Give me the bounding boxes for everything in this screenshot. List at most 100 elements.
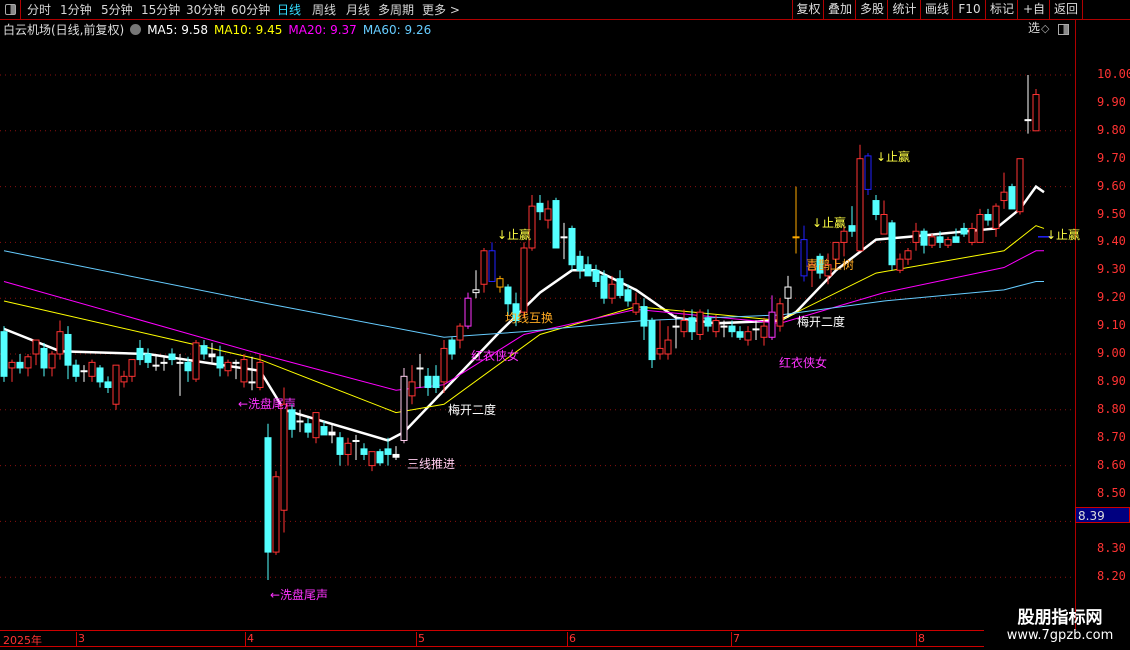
- candle: [216, 345, 224, 377]
- candle: [72, 359, 80, 382]
- period-tab-active[interactable]: 日线: [277, 3, 302, 17]
- candle: [328, 423, 336, 444]
- candle: [560, 222, 568, 260]
- candle-body: [568, 227, 576, 266]
- more-menu[interactable]: 更多 >: [422, 3, 460, 17]
- month-label: 6: [567, 632, 576, 646]
- candle: [352, 434, 360, 461]
- price-tick: 9.40: [1097, 234, 1126, 249]
- toolbar-button[interactable]: F10: [952, 0, 986, 19]
- candle: [880, 200, 888, 235]
- candle-body: [464, 297, 472, 327]
- candle-body: [48, 353, 56, 369]
- candle-body: [400, 375, 408, 441]
- candle-body: [296, 420, 304, 423]
- candle-body: [416, 367, 424, 370]
- candle-body: [544, 208, 552, 221]
- candle: [536, 194, 544, 221]
- candle: [288, 404, 296, 438]
- date-axis: 2025年 3 4 5 6 7 8: [0, 630, 984, 647]
- period-tab[interactable]: 60分钟: [231, 3, 271, 17]
- price-tick: 8.20: [1097, 569, 1126, 584]
- panel-toggle-button[interactable]: [0, 0, 21, 19]
- candle: [816, 253, 824, 279]
- toolbar-button[interactable]: 统计: [887, 0, 921, 19]
- candle: [888, 220, 896, 271]
- candle: [224, 359, 232, 377]
- month-label: 4: [245, 632, 254, 646]
- diamond-icon[interactable]: ◇: [1041, 22, 1050, 35]
- period-tab[interactable]: 15分钟: [141, 3, 181, 17]
- candle: [240, 354, 248, 388]
- candle: [928, 234, 936, 248]
- period-tab[interactable]: 5分钟: [101, 3, 133, 17]
- candle-body: [664, 339, 672, 355]
- candle: [664, 326, 672, 360]
- candle-body: [648, 320, 656, 361]
- period-tab[interactable]: 分时: [27, 3, 52, 17]
- candle-body: [120, 375, 128, 383]
- candle: [344, 437, 352, 466]
- toolbar-button[interactable]: 复权: [792, 0, 824, 19]
- candle: [448, 337, 456, 360]
- candle-body: [672, 325, 680, 328]
- candle-body: [456, 325, 464, 341]
- candle: [376, 448, 384, 466]
- candle: [680, 309, 688, 338]
- toolbar-button[interactable]: 标记: [985, 0, 1018, 19]
- candle-body: [960, 227, 968, 235]
- candle-body: [936, 236, 944, 243]
- toolbar-button[interactable]: 多股: [855, 0, 888, 19]
- toolbar-button[interactable]: 叠加: [823, 0, 856, 19]
- candle-body: [528, 205, 536, 249]
- candle-body: [504, 286, 512, 305]
- candlestick-chart[interactable]: [0, 0, 1075, 630]
- candle-body: [656, 347, 664, 355]
- toolbar-button[interactable]: 画线: [920, 0, 953, 19]
- candle: [112, 364, 120, 410]
- candle: [520, 242, 528, 318]
- candle-body: [72, 364, 80, 377]
- candle-body: [368, 451, 376, 467]
- candle-body: [352, 439, 360, 442]
- candle: [552, 197, 560, 249]
- candle: [776, 298, 784, 332]
- period-tab[interactable]: 周线: [312, 3, 337, 17]
- period-tab[interactable]: 1分钟: [60, 3, 92, 17]
- candle: [632, 292, 640, 315]
- ma5-value: MA5: 9.58: [147, 23, 208, 37]
- period-tab[interactable]: 30分钟: [186, 3, 226, 17]
- candle-body: [760, 325, 768, 338]
- candle-body: [280, 403, 288, 511]
- candle: [608, 275, 616, 304]
- candle-body: [552, 200, 560, 249]
- period-tab[interactable]: 多周期: [378, 3, 415, 17]
- candle: [904, 247, 912, 265]
- panel-icon[interactable]: [1058, 24, 1069, 35]
- candle-body: [272, 476, 280, 553]
- candle: [0, 326, 8, 382]
- month-label: 8: [916, 632, 925, 646]
- candle: [168, 348, 176, 366]
- candle-body: [480, 250, 488, 285]
- candle: [48, 351, 56, 377]
- candle-body: [608, 283, 616, 299]
- candle: [864, 153, 872, 195]
- candle: [176, 354, 184, 396]
- toolbar-button[interactable]: +自选: [1017, 0, 1050, 35]
- candle-body: [976, 214, 984, 243]
- candle-body: [744, 331, 752, 341]
- price-tick: 8.60: [1097, 457, 1126, 472]
- candle: [856, 144, 864, 252]
- chevron-down-icon[interactable]: [130, 24, 142, 35]
- candle-body: [632, 303, 640, 313]
- candle-body: [560, 236, 568, 239]
- candle-body: [408, 381, 416, 397]
- back-button[interactable]: 返回: [1049, 0, 1083, 19]
- candle: [424, 367, 432, 396]
- candle-body: [704, 317, 712, 327]
- plum-signal: 梅开二度: [797, 315, 846, 329]
- candle-body: [768, 311, 776, 338]
- period-tab[interactable]: 月线: [346, 3, 371, 17]
- candle: [1016, 158, 1024, 215]
